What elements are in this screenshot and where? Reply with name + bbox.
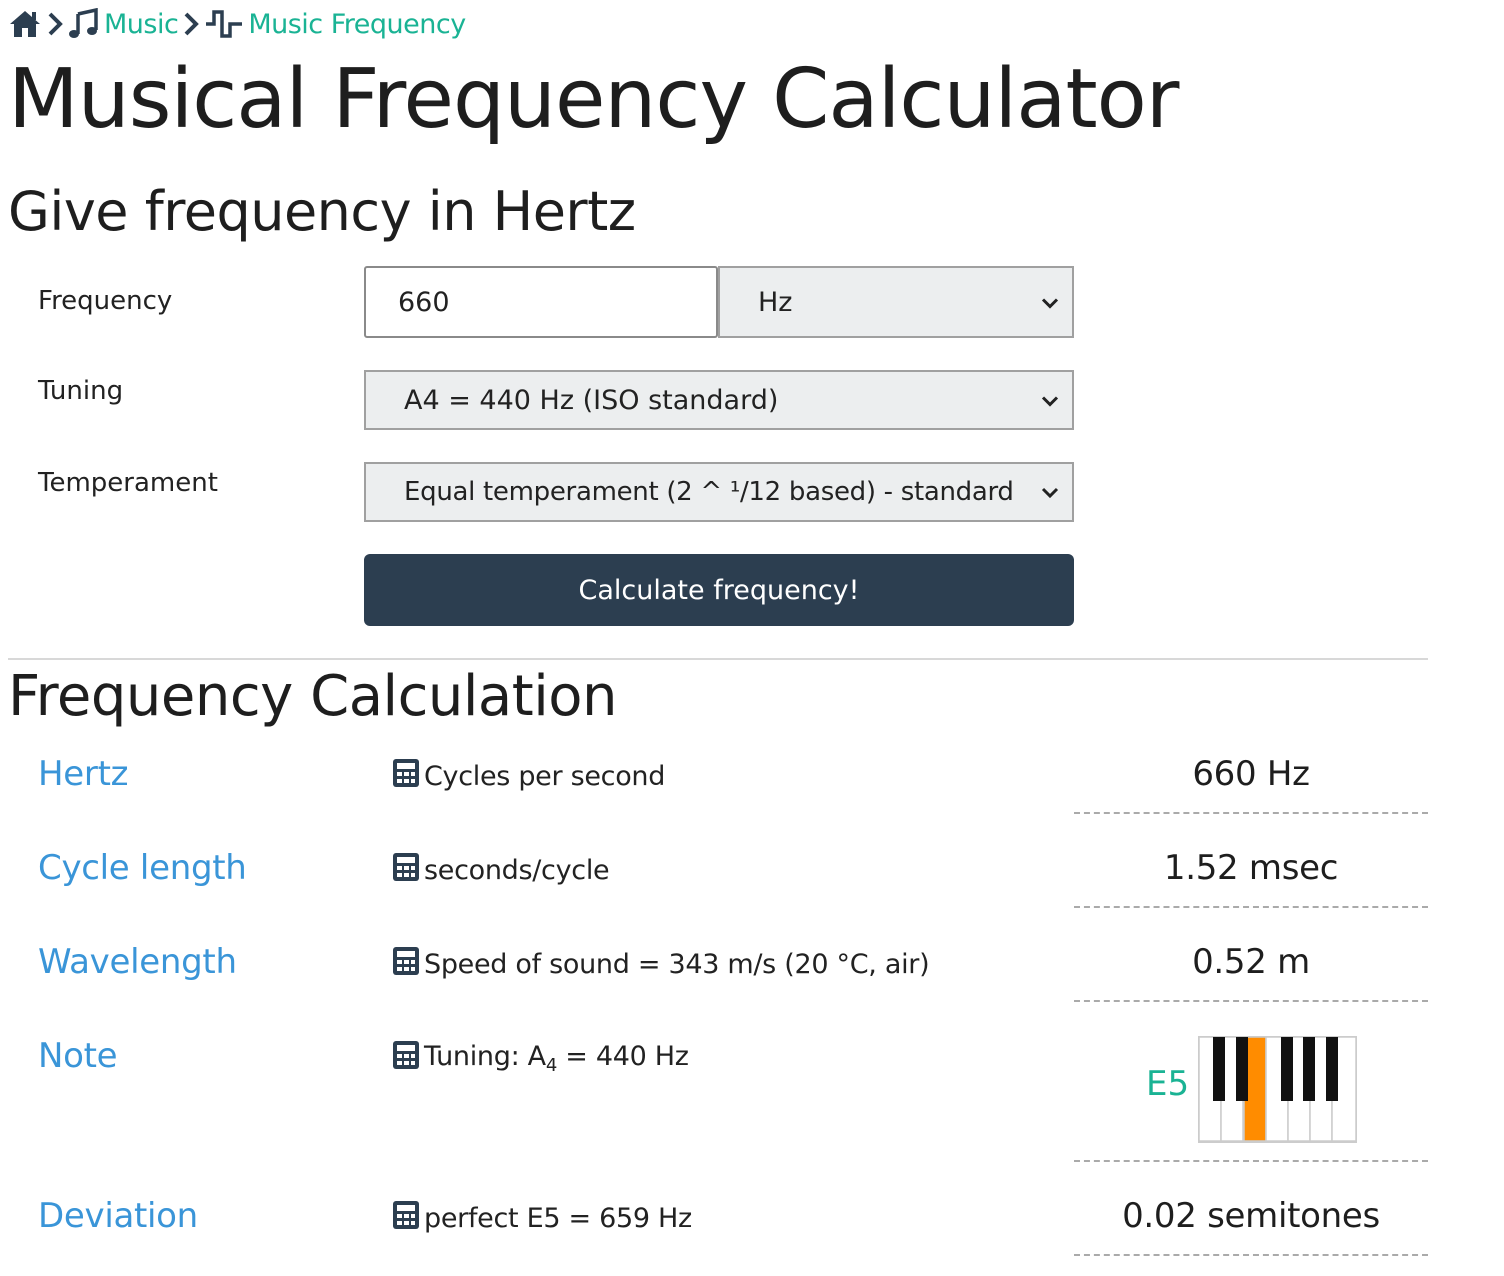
chevron-right-icon	[182, 10, 200, 38]
tuning-prefix: Tuning: A	[424, 1041, 546, 1072]
select-chevron-icon	[1040, 385, 1060, 416]
result-desc-cycle-length: seconds/cycle	[392, 852, 610, 889]
section-divider	[8, 658, 1428, 660]
result-name-note[interactable]: Note	[38, 1036, 118, 1076]
square-wave-icon	[204, 8, 244, 40]
calculator-icon[interactable]	[392, 1200, 420, 1237]
result-desc-deviation: perfect E5 = 659 Hz	[392, 1200, 692, 1237]
result-value-note: E5	[1146, 1064, 1190, 1104]
results-heading: Frequency Calculation	[8, 664, 618, 729]
result-desc-text: Tuning: A4 = 440 Hz	[424, 1041, 689, 1076]
row-divider	[1074, 906, 1428, 908]
frequency-label: Frequency	[38, 286, 173, 316]
calculate-frequency-button[interactable]: Calculate frequency!	[364, 554, 1074, 626]
result-desc-text: seconds/cycle	[424, 855, 610, 886]
unit-select[interactable]: Hz	[718, 266, 1074, 338]
result-value-deviation: 0.02 semitones	[1122, 1196, 1380, 1236]
tuning-select[interactable]: A4 = 440 Hz (ISO standard)	[364, 370, 1074, 430]
row-divider	[1074, 1254, 1428, 1256]
calculator-icon[interactable]	[392, 852, 420, 889]
home-icon[interactable]	[8, 9, 42, 39]
row-divider	[1074, 812, 1428, 814]
calculator-icon[interactable]	[392, 1040, 420, 1077]
result-name-deviation[interactable]: Deviation	[38, 1196, 198, 1236]
result-name-hertz[interactable]: Hertz	[38, 754, 129, 794]
tuning-subscript: 4	[545, 1055, 557, 1076]
page-title: Musical Frequency Calculator	[8, 52, 1179, 147]
temperament-select-value: Equal temperament (2 ^ ¹/12 based) - sta…	[404, 477, 1014, 507]
calculator-icon[interactable]	[392, 758, 420, 795]
temperament-select[interactable]: Equal temperament (2 ^ ¹/12 based) - sta…	[364, 462, 1074, 522]
select-chevron-icon	[1040, 287, 1060, 318]
result-name-cycle-length[interactable]: Cycle length	[38, 848, 247, 888]
tuning-suffix: = 440 Hz	[556, 1041, 689, 1072]
breadcrumb-music-frequency-link[interactable]: Music Frequency	[248, 8, 466, 40]
breadcrumb: Music Music Frequency	[8, 4, 466, 44]
tuning-label: Tuning	[38, 376, 124, 406]
result-value-cycle-length: 1.52 msec	[1163, 848, 1339, 888]
form-heading: Give frequency in Hertz	[8, 180, 636, 243]
result-name-wavelength[interactable]: Wavelength	[38, 942, 237, 982]
result-desc-hertz: Cycles per second	[392, 758, 665, 795]
unit-select-value: Hz	[758, 286, 793, 318]
chevron-right-icon	[46, 10, 64, 38]
result-desc-text: Speed of sound = 343 m/s (20 °C, air)	[424, 949, 930, 980]
result-desc-wavelength: Speed of sound = 343 m/s (20 °C, air)	[392, 946, 930, 983]
row-divider	[1074, 1000, 1428, 1002]
result-desc-text: perfect E5 = 659 Hz	[424, 1203, 692, 1234]
music-note-icon	[68, 8, 100, 40]
tuning-select-value: A4 = 440 Hz (ISO standard)	[404, 384, 779, 416]
result-value-hertz: 660 Hz	[1192, 754, 1310, 794]
frequency-input[interactable]	[364, 266, 718, 338]
result-desc-note: Tuning: A4 = 440 Hz	[392, 1040, 689, 1077]
select-chevron-icon	[1040, 477, 1060, 507]
result-value-wavelength: 0.52 m	[1192, 942, 1310, 982]
temperament-label: Temperament	[38, 468, 218, 498]
calculator-icon[interactable]	[392, 946, 420, 983]
piano-keyboard	[1197, 1035, 1358, 1148]
breadcrumb-music-link[interactable]: Music	[104, 8, 179, 40]
row-divider	[1074, 1160, 1428, 1162]
result-desc-text: Cycles per second	[424, 761, 666, 792]
